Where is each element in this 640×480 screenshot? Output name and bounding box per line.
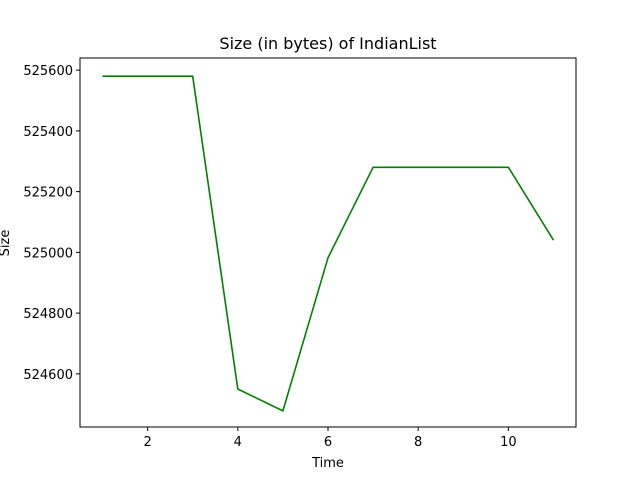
y-axis-label: Size — [0, 230, 13, 257]
y-tick-label: 524800 — [23, 307, 73, 322]
y-tick-label: 525200 — [23, 186, 73, 201]
series-line-0 — [102, 75, 555, 412]
x-tick-label: 6 — [324, 435, 332, 450]
y-tick-label: 524600 — [23, 368, 73, 383]
x-tick-label: 4 — [234, 435, 242, 450]
x-axis-label: Time — [311, 456, 344, 471]
chart-title: Size (in bytes) of IndianList — [219, 34, 436, 53]
y-tick-label: 525600 — [23, 64, 73, 79]
y-tick-label: 525400 — [23, 125, 73, 140]
x-axis-ticks: 2 4 6 8 10 — [143, 427, 517, 450]
x-tick-label: 10 — [500, 435, 517, 450]
y-axis-ticks: 524600 524800 525000 525200 525400 525600 — [23, 64, 80, 383]
x-tick-label: 8 — [414, 435, 422, 450]
x-tick-label: 2 — [143, 435, 151, 450]
y-tick-label: 525000 — [23, 246, 73, 261]
